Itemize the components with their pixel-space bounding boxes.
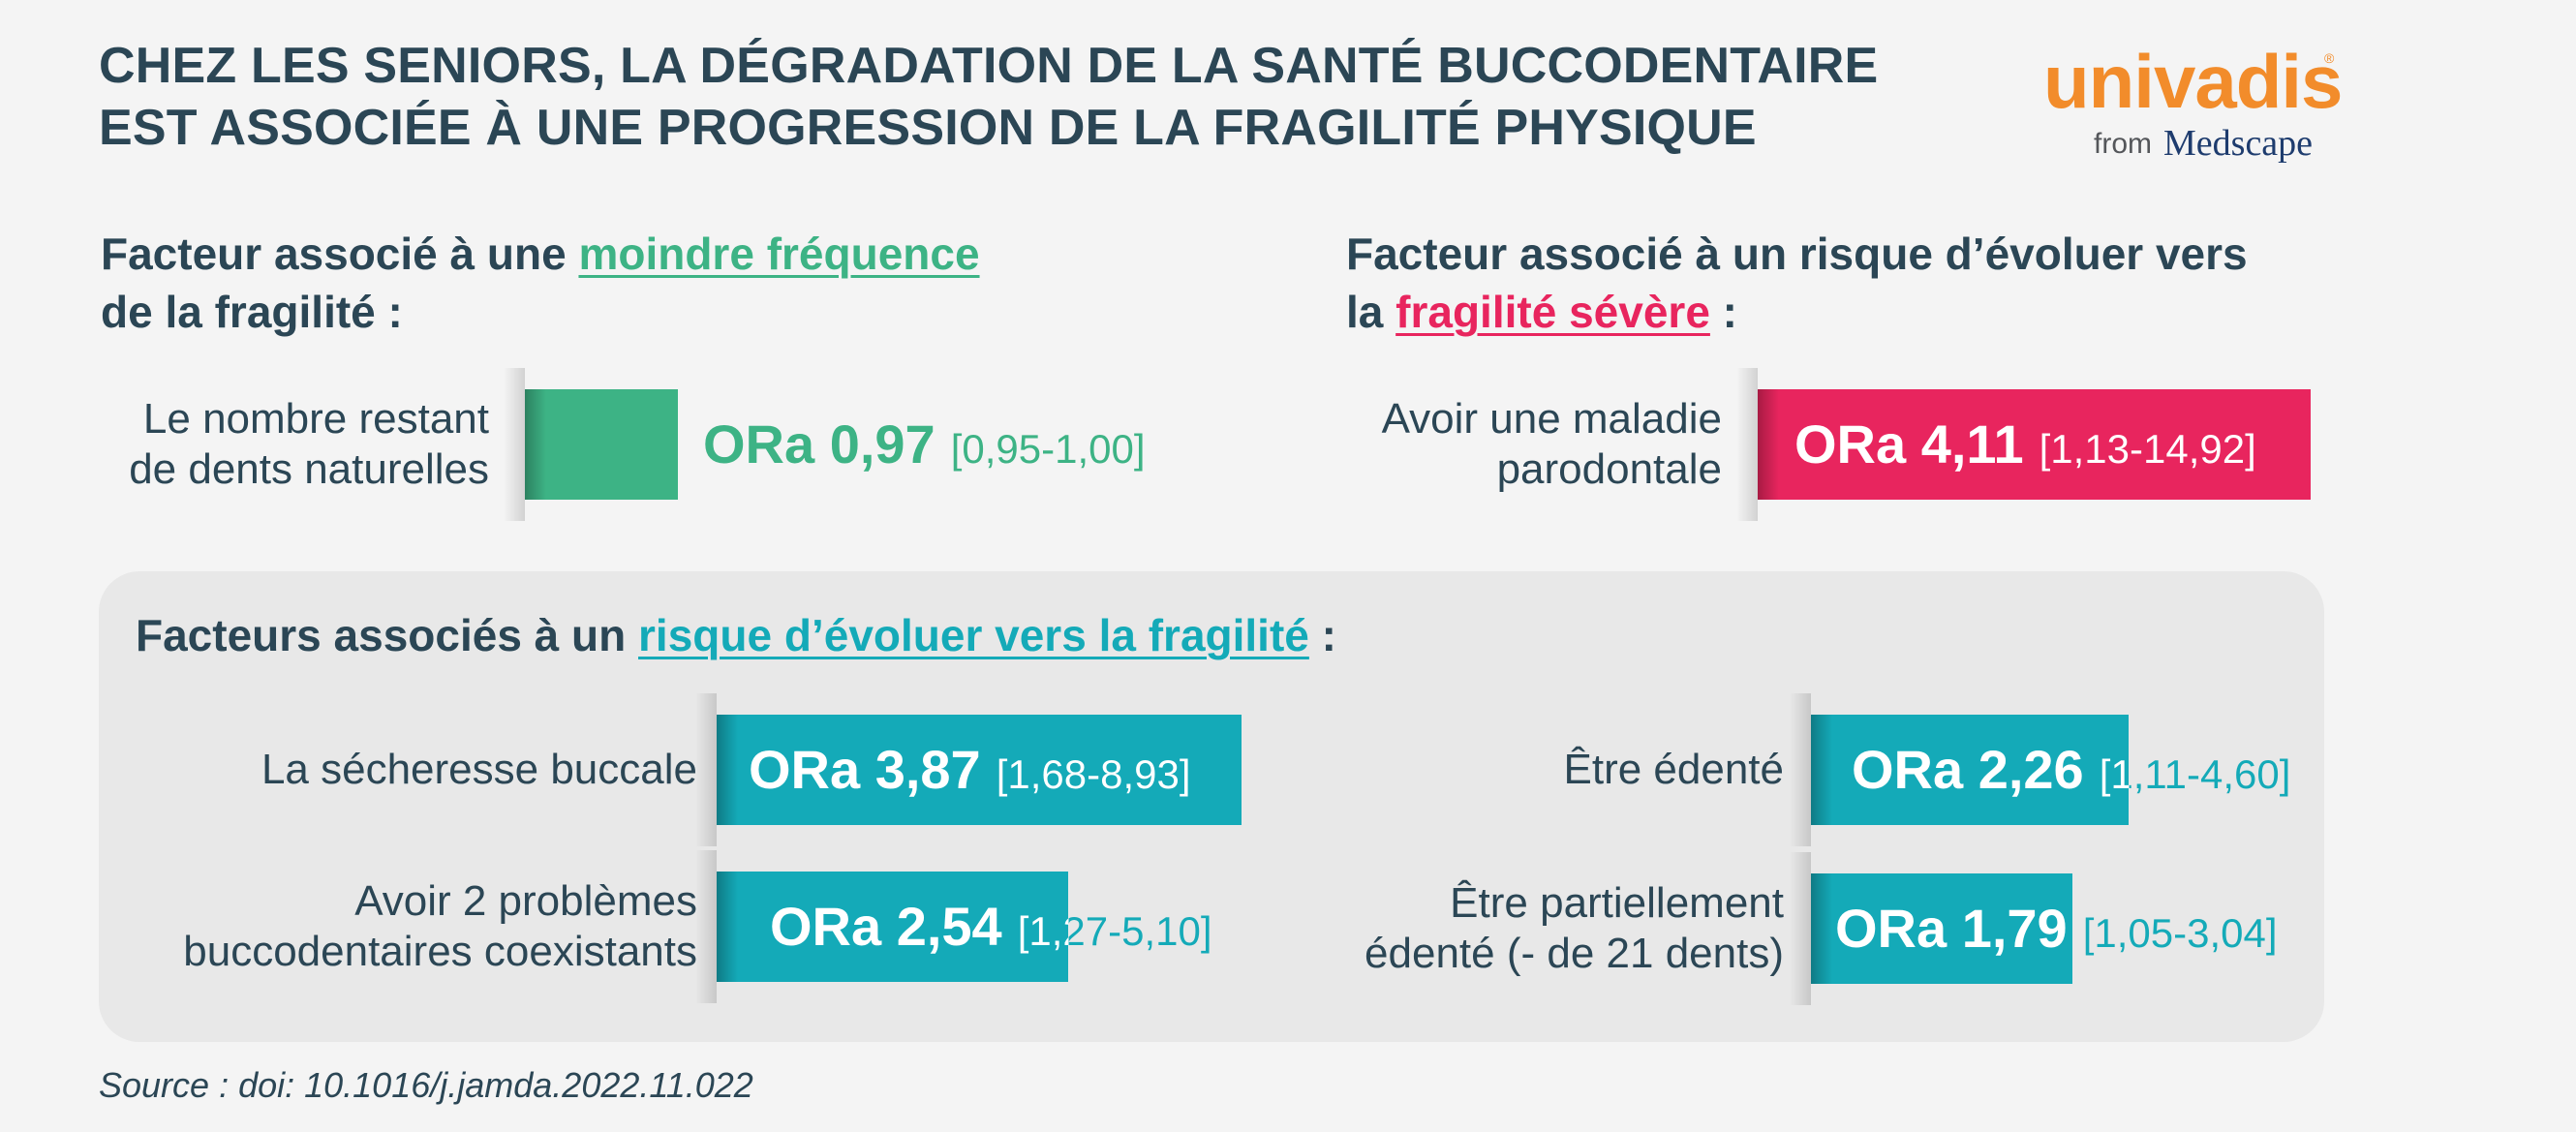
row-label: Le nombre restant de dents naturelles (129, 394, 489, 495)
heading-lower-frequency-post: de la fragilité : (101, 287, 403, 337)
odds-ratio-bar (504, 368, 678, 521)
row-label-line: édenté (- de 21 dents) (1365, 930, 1784, 977)
row-label: Être partiellement édenté (- de 21 dents) (1365, 878, 1784, 979)
odds-ratio-text: ORa 2,54 [1,27-5,10] (770, 892, 1212, 962)
title-line-2: EST ASSOCIÉE À UNE PROGRESSION DE LA FRA… (99, 100, 1757, 156)
odds-ratio-value: ORa 2,26 (1852, 739, 2084, 800)
odds-ratio-bar (695, 693, 1242, 846)
row-label-line: La sécheresse buccale (261, 746, 697, 793)
infographic-title: CHEZ LES SENIORS, LA DÉGRADATION DE LA S… (99, 35, 1878, 159)
heading-severe-frailty: Facteur associé à un risque d’évoluer ve… (1346, 225, 2248, 341)
confidence-interval: [1,27-5,10] (1018, 897, 1212, 966)
odds-ratio-value: ORa 3,87 (749, 739, 981, 800)
univadis-logo: univadis ® from Medscape (2043, 41, 2343, 176)
row-label: Avoir 2 problèmes buccodentaires coexista… (183, 876, 697, 977)
logo-brand-text: univadis (2043, 39, 2343, 124)
confidence-interval: [1,68-8,93] (997, 740, 1191, 810)
confidence-interval: [1,05-3,04] (2083, 899, 2278, 968)
row-label-line: parodontale (1496, 445, 1722, 493)
row-label-line: Le nombre restant (142, 395, 489, 443)
odds-ratio-bar (1790, 852, 2072, 1005)
odds-ratio-bar (1790, 693, 2129, 846)
row-label: Avoir une maladie parodontale (1382, 394, 1722, 495)
heading-frailty-highlight: risque d’évoluer vers la fragilité (638, 610, 1309, 660)
heading-frailty-post: : (1308, 610, 1336, 660)
odds-ratio-bar (1736, 368, 2311, 521)
heading-frailty-pre: Facteurs associés à un (136, 610, 639, 660)
heading-lower-frequency-pre: Facteur associé à une (101, 229, 579, 279)
heading-lower-frequency: Facteur associé à une moindre fréquence … (101, 225, 980, 341)
heading-severe-mid: la (1346, 287, 1396, 337)
logo-from-text: from (2094, 128, 2152, 160)
row-label-line: Avoir 2 problèmes (354, 877, 697, 925)
logo-medscape-text: Medscape (2163, 123, 2314, 164)
row-label-line: Être partiellement (1450, 879, 1784, 927)
row-label: Être édenté (1564, 745, 1785, 795)
row-label-line: Avoir une maladie (1381, 395, 1722, 443)
odds-ratio-text: ORa 1,79 [1,05-3,04] (1835, 894, 2278, 964)
heading-frailty-risk: Facteurs associés à un risque d’évoluer … (136, 606, 1336, 664)
odds-ratio-value: ORa 2,54 (770, 896, 1002, 957)
odds-ratio-value: ORa 4,11 (1794, 413, 2024, 474)
odds-ratio-bar (695, 850, 1068, 1003)
confidence-interval: [1,11-4,60] (2100, 740, 2291, 810)
heading-lower-frequency-highlight: moindre fréquence (578, 229, 980, 279)
odds-ratio-text: ORa 2,26 [1,11-4,60] (1852, 735, 2290, 805)
row-label-line: Être édenté (1563, 746, 1785, 793)
heading-severe-highlight: fragilité sévère (1395, 287, 1710, 337)
logo-registered-mark: ® (2324, 50, 2335, 66)
confidence-interval: [1,13-14,92] (2039, 414, 2256, 484)
confidence-interval: [0,95-1,00] (950, 426, 1146, 472)
row-label-line: buccodentaires coexistants (183, 928, 697, 975)
odds-ratio-text: ORa 3,87 [1,68-8,93] (749, 735, 1191, 805)
source-citation: Source : doi: 10.1016/j.jamda.2022.11.02… (99, 1065, 753, 1105)
heading-severe-pre: Facteur associé à un risque d’évoluer ve… (1346, 229, 2248, 279)
title-line-1: CHEZ LES SENIORS, LA DÉGRADATION DE LA S… (99, 38, 1879, 94)
odds-ratio-text: ORa 4,11 [1,13-14,92] (1794, 410, 2256, 479)
row-label: La sécheresse buccale (261, 745, 697, 795)
heading-severe-post: : (1709, 287, 1738, 337)
odds-ratio-text: ORa 0,97 [0,95-1,00] (703, 410, 1146, 479)
odds-ratio-value: ORa 0,97 (703, 413, 935, 474)
row-label-line: de dents naturelles (129, 445, 489, 493)
odds-ratio-value: ORa 1,79 (1835, 898, 2068, 959)
